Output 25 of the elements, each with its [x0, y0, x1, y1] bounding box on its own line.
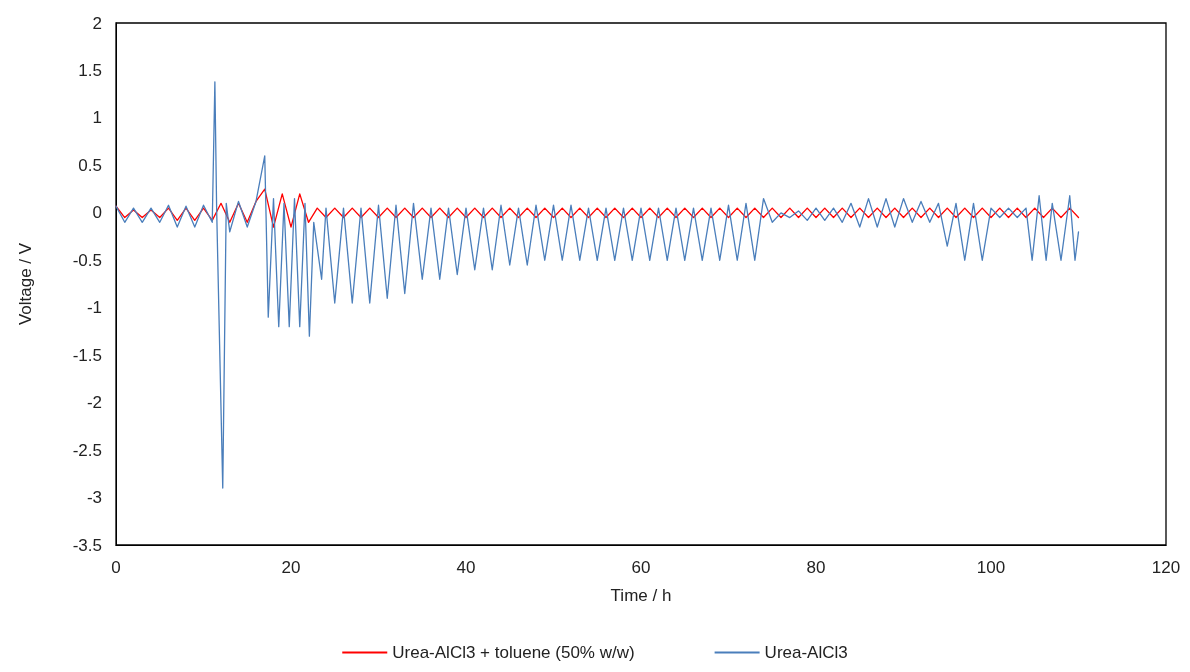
legend-label: Urea-AlCl3	[764, 643, 848, 662]
x-tick-label: 20	[281, 558, 301, 577]
x-tick-label: 40	[456, 558, 476, 577]
x-tick-label: 100	[976, 558, 1006, 577]
y-tick-label: 0	[92, 203, 102, 223]
y-tick-label: 0.5	[78, 155, 102, 175]
y-tick-label: -1.5	[72, 345, 102, 365]
y-tick-label: -2.5	[72, 440, 102, 460]
y-tick-label: -0.5	[72, 250, 102, 270]
x-tick-label: 0	[111, 558, 121, 577]
legend-label: Urea-AlCl3 + toluene (50% w/w)	[392, 643, 635, 662]
x-tick-label: 60	[631, 558, 651, 577]
y-tick-label: 1	[92, 108, 102, 128]
x-tick-label: 120	[1151, 558, 1181, 577]
x-axis-title: Time / h	[610, 586, 672, 605]
y-tick-label: 1.5	[78, 60, 102, 80]
y-tick-label: 2	[92, 13, 102, 33]
x-tick-label: 80	[806, 558, 826, 577]
y-axis-title: Voltage / V	[16, 242, 35, 326]
y-tick-label: -1	[86, 298, 102, 318]
y-tick-label: -2	[86, 393, 102, 413]
y-tick-label: -3.5	[72, 535, 102, 555]
y-tick-label: -3	[86, 488, 102, 508]
line-series	[115, 81, 1080, 489]
line-series	[115, 188, 1080, 228]
